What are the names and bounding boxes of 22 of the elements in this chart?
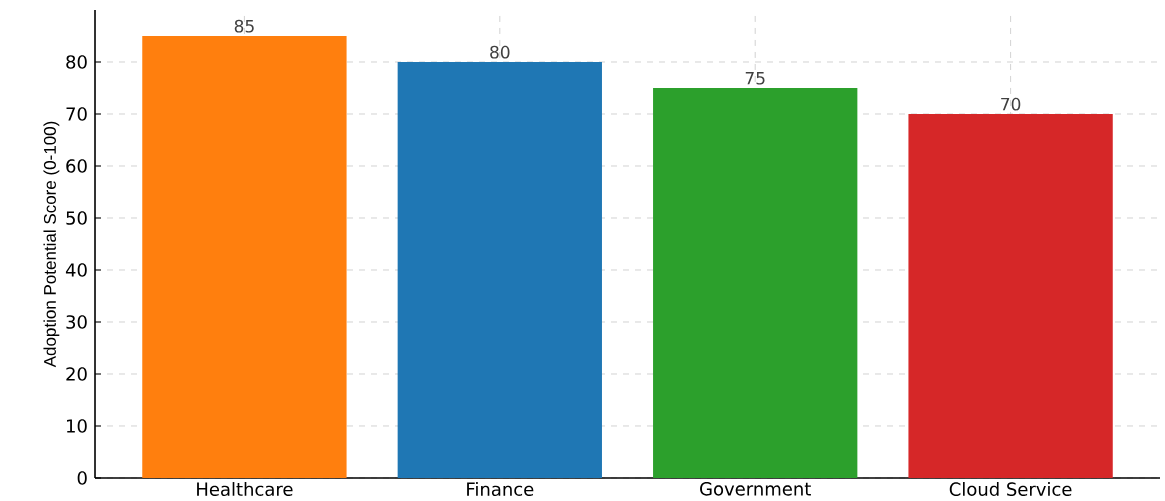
y-tick-label: 50 (66, 211, 87, 225)
x-tick-label: Government (700, 482, 811, 496)
bar (908, 113, 1113, 478)
data-label: 70 (1001, 97, 1021, 111)
y-tick-label: 40 (65, 263, 87, 277)
y-axis-title: Adoption Potential Score (0-100) (43, 121, 60, 368)
bar (397, 62, 602, 478)
y-tick-label: 0 (77, 471, 87, 485)
y-tick-label: 60 (66, 159, 87, 173)
bar (142, 35, 347, 478)
x-tick-label: Cloud Service (949, 482, 1072, 496)
y-tick-label: 30 (66, 315, 87, 329)
data-label: 80 (490, 45, 510, 59)
x-tick-label: Finance (467, 482, 534, 496)
bar (653, 87, 858, 478)
y-tick-label: 70 (66, 107, 87, 121)
data-label: 75 (745, 71, 765, 85)
y-tick-label: 10 (67, 419, 87, 433)
y-tick-label: 80 (66, 55, 87, 69)
data-label: 85 (234, 19, 254, 33)
x-tick-label: Healthcare (197, 482, 293, 496)
y-tick-label: 20 (66, 367, 87, 381)
